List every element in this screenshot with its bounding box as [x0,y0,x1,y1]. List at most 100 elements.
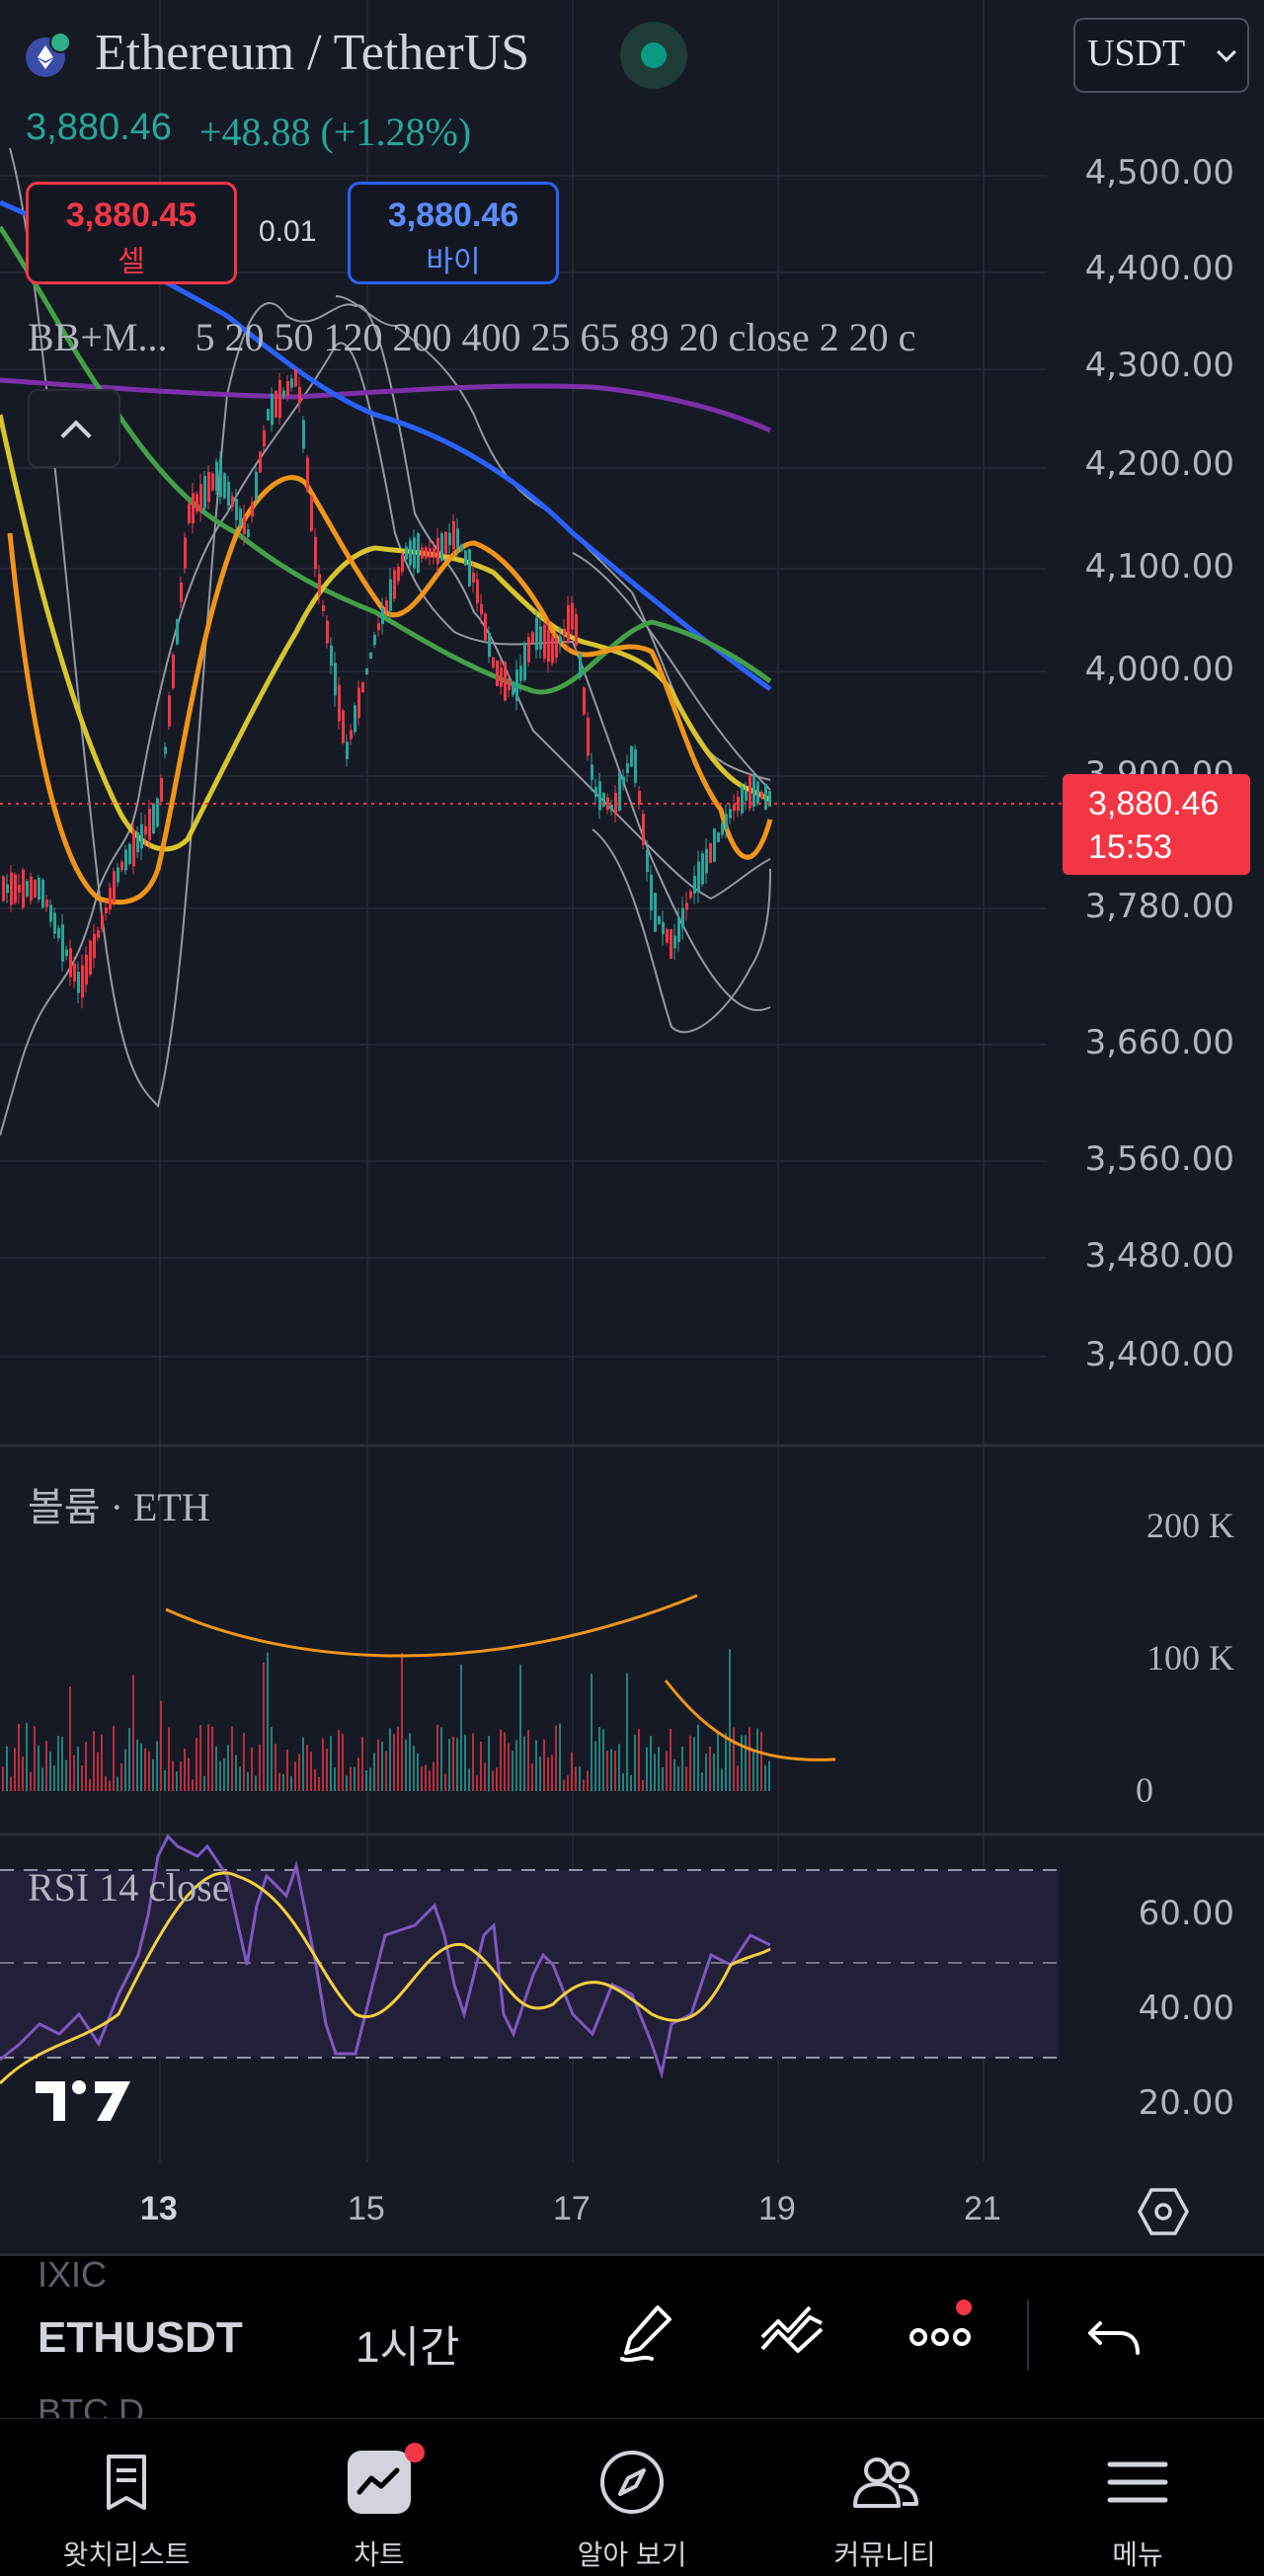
volume-bar [65,1759,67,1791]
symbol-scroll-next[interactable]: BTC.D [38,2391,144,2419]
volume-bar [180,1761,182,1791]
time-axis-label: 17 [553,2190,591,2227]
nav-chart[interactable]: 차트 [280,2419,478,2576]
indicator-params: 5 20 50 120 200 400 25 65 89 20 close 2 … [195,315,916,359]
volume-bar [389,1728,391,1791]
candle [73,963,76,982]
candle [464,550,467,566]
undo-button[interactable] [1076,2294,1155,2373]
volume-bar [417,1753,419,1791]
candle [745,791,748,801]
volume-bar [105,1775,107,1791]
candle [567,604,570,644]
volume-bar [725,1733,727,1791]
volume-bar [749,1727,750,1791]
candle [701,853,704,885]
sell-button[interactable]: 3,880.45 셀 [26,182,237,284]
candle [342,710,345,743]
rsi-pane-label[interactable]: RSI 14 close [28,1865,230,1910]
menu-icon [1107,2461,1168,2503]
price-axis-label: 4,100.00 [1084,547,1234,586]
volume-bar [294,1761,296,1791]
nav-label: 알아 보기 [577,2539,687,2570]
indicator-name: BB+M... [28,315,168,359]
volume-bar [547,1756,549,1791]
nav-explore[interactable]: 알아 보기 [533,2419,731,2576]
volume-bar [654,1754,656,1791]
buy-button[interactable]: 3,880.46 바이 [348,182,559,284]
candle [512,683,514,695]
volume-bar [717,1732,719,1791]
more-options-button[interactable] [903,2294,982,2373]
volume-bar [484,1762,486,1791]
indicator-legend[interactable]: BB+M... 5 20 50 120 200 400 25 65 89 20 c… [28,314,1049,360]
volume-bar [468,1768,470,1791]
candle [768,791,771,807]
chart-canvas[interactable] [0,0,1264,2256]
volume-bar [140,1743,142,1791]
volume-bar [634,1734,636,1791]
interval-selector[interactable]: 1시간 [356,2323,460,2372]
nav-watchlist[interactable]: 왓치리스트 [28,2419,225,2576]
candle [413,537,416,569]
volume-bar [531,1763,533,1791]
volume-bar [444,1773,446,1791]
volume-bar [559,1723,561,1791]
volume-bar [527,1730,529,1791]
market-status-icon[interactable] [620,22,687,89]
volume-bar [436,1724,438,1791]
candle [393,570,396,599]
candle [377,623,380,631]
tradingview-logo-icon[interactable] [36,2077,130,2125]
symbol-scroll-prev[interactable]: IXIC [38,2260,108,2290]
candle [681,907,684,929]
indicators-button[interactable] [752,2294,831,2373]
volume-bar [14,1748,16,1791]
nav-community[interactable]: 커뮤니티 [786,2419,984,2576]
candle [247,529,250,537]
volume-bar [472,1733,474,1791]
volume-bar [377,1739,379,1791]
rsi-axis-label: 40.00 [1138,1989,1234,2028]
drawing-tool-button[interactable] [608,2294,687,2373]
candle [267,409,270,421]
candle [614,792,617,816]
candle [203,476,206,509]
collapse-legend-button[interactable] [28,389,120,468]
candle [670,929,672,959]
volume-bar [334,1767,336,1791]
candle [77,972,80,993]
volume-bar [322,1738,324,1791]
volume-bar [594,1741,596,1791]
volume-bar [606,1751,608,1791]
candle [519,665,522,681]
volume-bar [184,1748,186,1791]
volume-bar [571,1752,573,1791]
candle [733,804,736,812]
volume-bar [369,1767,371,1791]
candle [97,930,100,938]
volume-bar [219,1760,221,1791]
candle [322,604,325,612]
volume-pane-label[interactable]: 볼륨 · ETH [28,1485,210,1529]
candle [500,667,503,687]
volume-bar [401,1653,403,1791]
spread-value: 0.01 [259,215,317,248]
symbol-title[interactable]: Ethereum / TetherUS [95,25,530,81]
candle [429,548,432,558]
candle [721,823,724,835]
candle [658,915,661,925]
chart-settings-icon[interactable] [1136,2184,1191,2239]
volume-bar [622,1772,624,1791]
volume-bar [519,1664,521,1791]
currency-select[interactable]: USDT [1073,18,1249,93]
candle [57,927,60,939]
candle [559,636,562,644]
current-price-tag: 3,880.46 15:53 [1063,774,1250,875]
chart-area[interactable]: Ethereum / TetherUS USDT 3,880.46 +48.88… [0,0,1264,2256]
candle [156,798,159,827]
symbol-selector[interactable]: ETHUSDT [38,2313,243,2362]
volume-bar [93,1731,95,1791]
nav-menu[interactable]: 메뉴 [1039,2419,1236,2576]
candle [199,484,202,511]
